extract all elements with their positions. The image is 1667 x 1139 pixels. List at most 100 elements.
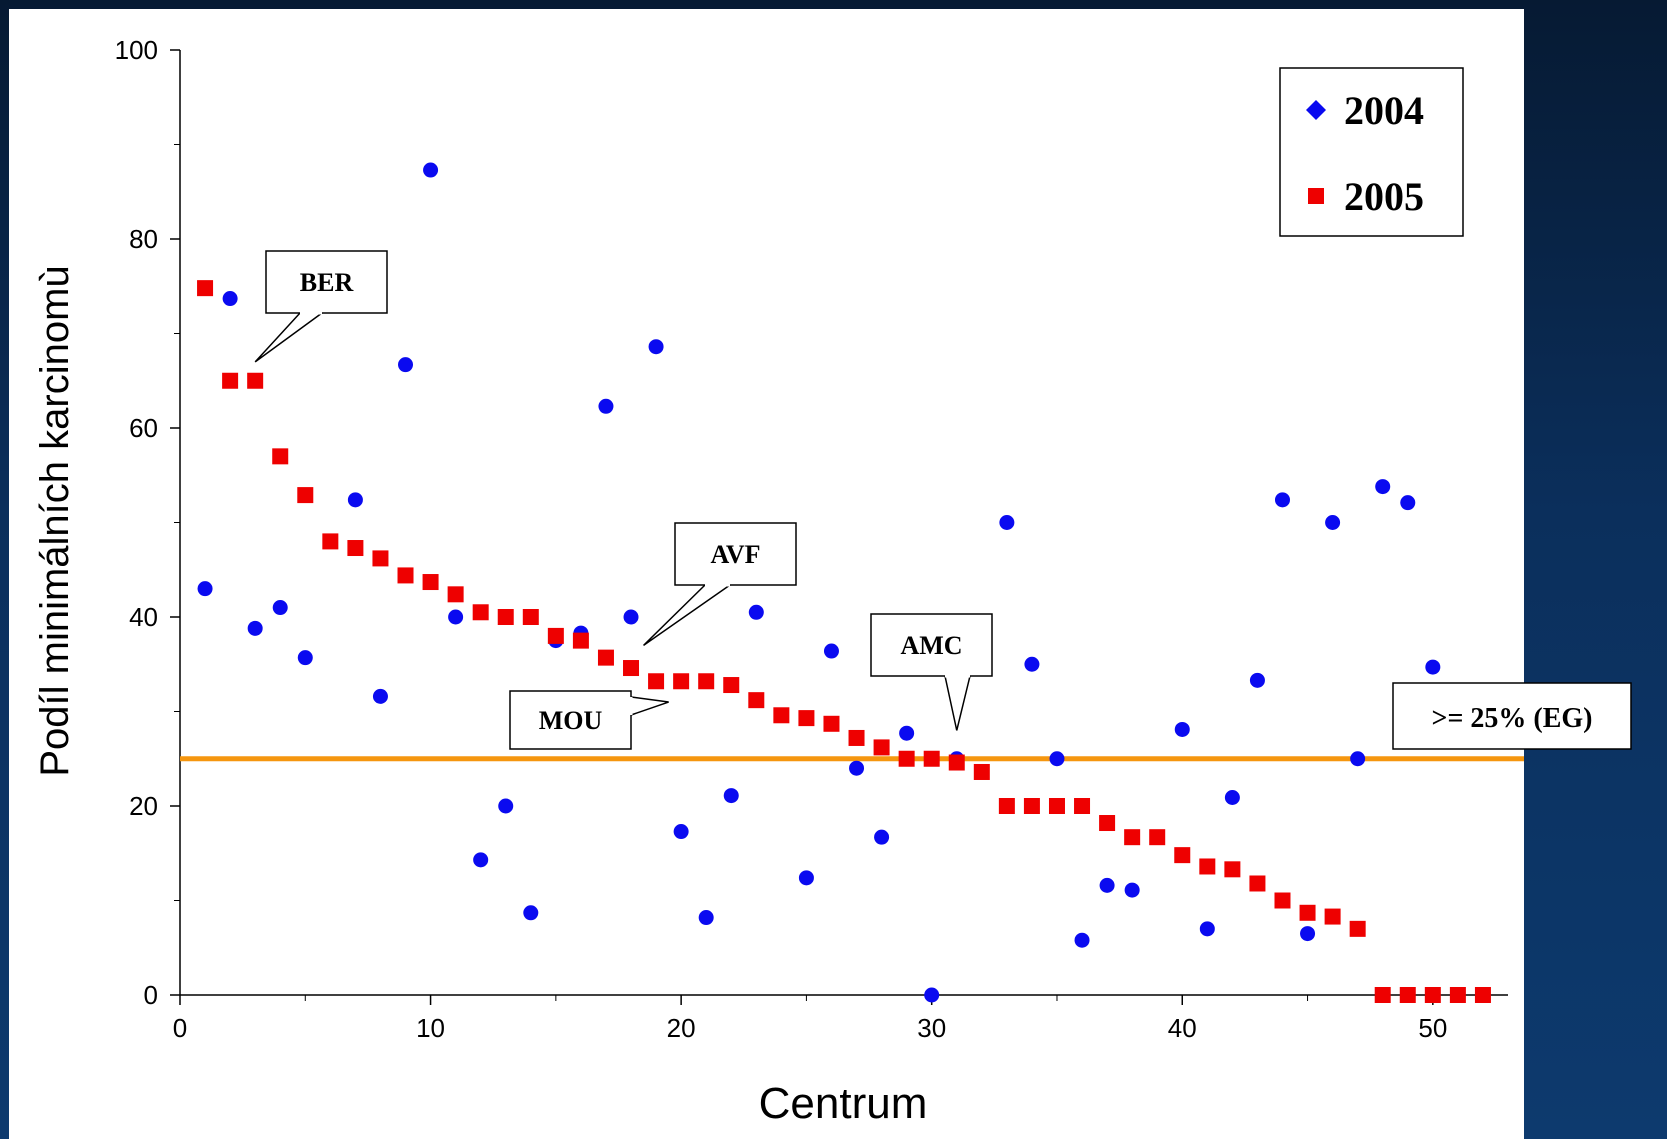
point-2004 xyxy=(372,688,388,704)
point-2005 xyxy=(497,609,514,625)
y-tick-label: 80 xyxy=(129,224,158,254)
point-2005 xyxy=(222,372,239,389)
point-2004 xyxy=(623,609,639,625)
point-2004 xyxy=(473,852,489,868)
point-2005 xyxy=(1224,861,1241,878)
point-2005 xyxy=(723,677,740,694)
point-2005 xyxy=(297,487,314,504)
point-2005 xyxy=(648,673,665,690)
point-2004 xyxy=(673,824,689,840)
point-2005 xyxy=(1074,798,1091,814)
point-2004 xyxy=(398,357,414,373)
point-2004 xyxy=(423,162,439,178)
callout-pointer xyxy=(643,584,731,646)
callout-mou: MOU xyxy=(509,690,669,750)
point-2005 xyxy=(773,707,790,724)
point-2004 xyxy=(823,643,839,659)
point-2005 xyxy=(397,567,414,584)
point-2004 xyxy=(297,650,313,666)
reference-line-label-bg xyxy=(1392,682,1632,750)
point-2004 xyxy=(924,987,940,1003)
point-2004 xyxy=(1350,751,1366,767)
point-2004 xyxy=(1199,921,1215,937)
point-2005 xyxy=(372,550,389,567)
point-2005 xyxy=(798,710,815,727)
point-2005 xyxy=(623,660,640,677)
point-2004 xyxy=(1375,479,1391,495)
point-2005 xyxy=(1349,920,1366,937)
point-2004 xyxy=(1274,492,1290,508)
point-2005 xyxy=(322,533,339,550)
point-2004 xyxy=(1074,932,1090,948)
point-2005 xyxy=(698,673,715,690)
point-2004 xyxy=(1124,882,1140,898)
x-tick-label: 30 xyxy=(917,1013,946,1043)
point-2005 xyxy=(572,632,589,649)
callouts: BER AVF MOU AMC xyxy=(254,250,993,750)
point-2004 xyxy=(1224,789,1240,805)
point-2004 xyxy=(247,620,263,636)
y-tick-label: 20 xyxy=(129,791,158,821)
point-2005 xyxy=(472,604,489,621)
reference-line-label: >= 25% (EG) xyxy=(1431,703,1592,734)
callout-ber: BER xyxy=(254,250,388,363)
callout-box xyxy=(674,522,797,586)
point-2005 xyxy=(673,673,690,690)
y-axis-label: Podíl minimálních karcinomù xyxy=(33,265,77,776)
point-2005 xyxy=(1324,908,1341,925)
callout-pointer xyxy=(630,696,669,716)
callout-amc: AMC xyxy=(870,613,993,731)
point-2005 xyxy=(823,715,840,732)
reference-line-label-box: >= 25% (EG) xyxy=(1392,682,1632,750)
x-tick-label: 50 xyxy=(1418,1013,1447,1043)
point-2005 xyxy=(923,750,940,767)
point-2005 xyxy=(848,729,865,746)
point-2004 xyxy=(1049,751,1065,767)
point-2005 xyxy=(272,448,289,465)
point-2005 xyxy=(1023,798,1040,814)
point-2005 xyxy=(973,763,990,780)
point-2004 xyxy=(849,760,865,776)
point-2004 xyxy=(748,604,764,620)
callout-box xyxy=(265,250,388,314)
point-2005 xyxy=(522,609,539,625)
x-tick-label: 20 xyxy=(667,1013,696,1043)
legend-label-2005: 2005 xyxy=(1344,174,1424,219)
x-tick-label: 10 xyxy=(416,1013,445,1043)
point-2005 xyxy=(998,798,1015,814)
point-2005 xyxy=(1048,798,1065,814)
legend: 2004 2005 xyxy=(1279,67,1464,237)
point-2005 xyxy=(1199,858,1216,875)
axes: 0 20 40 60 80 100 0 10 20 30 40 50 xyxy=(115,35,1508,1043)
callout-text: AMC xyxy=(900,631,962,660)
point-2004 xyxy=(222,291,238,307)
point-2005 xyxy=(1149,829,1166,846)
y-tick-label: 100 xyxy=(115,35,158,65)
callout-text: BER xyxy=(300,268,354,297)
point-2005 xyxy=(1174,847,1191,864)
point-2004 xyxy=(1425,659,1441,675)
callout-text: MOU xyxy=(539,706,603,735)
legend-label-2004: 2004 xyxy=(1344,88,1424,133)
point-2005 xyxy=(1399,987,1416,1003)
point-2005 xyxy=(597,649,614,666)
callout-text: AVF xyxy=(710,540,760,569)
legend-box xyxy=(1279,67,1464,237)
point-2005 xyxy=(447,586,464,603)
point-2005 xyxy=(1249,875,1266,892)
point-2004 xyxy=(1400,495,1416,511)
point-2004 xyxy=(1325,515,1341,530)
point-2005 xyxy=(1474,987,1491,1003)
point-2004 xyxy=(698,910,714,926)
point-2005 xyxy=(1124,829,1141,846)
data-points xyxy=(197,162,1491,1003)
point-2005 xyxy=(347,540,364,557)
point-2005 xyxy=(1449,987,1466,1003)
y-tick-label: 0 xyxy=(144,980,158,1010)
point-2005 xyxy=(873,739,890,756)
legend-marker-2005 xyxy=(1308,188,1324,204)
callout-box xyxy=(509,690,632,750)
point-2005 xyxy=(422,574,439,591)
point-2005 xyxy=(547,627,564,644)
point-2004 xyxy=(999,515,1015,530)
